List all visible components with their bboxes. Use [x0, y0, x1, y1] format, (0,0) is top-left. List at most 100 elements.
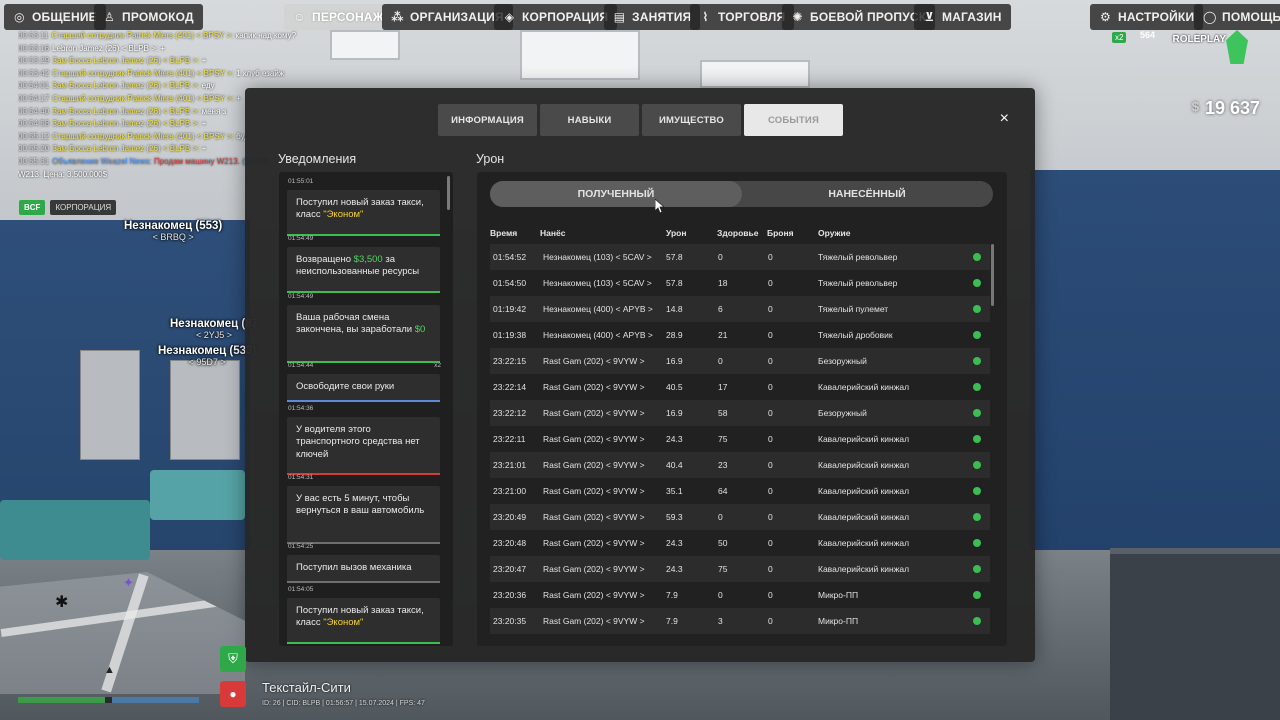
cell-attacker: Rast Gam (202) < 9VYW >	[543, 434, 645, 444]
cell-damage: 40.5	[666, 382, 683, 392]
tab-property[interactable]: ИМУЩЕСТВО	[642, 104, 741, 136]
damage-row[interactable]: 23:22:15 Rast Gam (202) < 9VYW > 16.9 0 0 Без…	[490, 348, 990, 374]
chat-text: Зам Босса Lebron Jamez (26) < BLPB >:	[52, 119, 202, 129]
status-dot-icon	[973, 565, 981, 573]
cell-damage: 16.9	[666, 356, 683, 366]
damage-row[interactable]: 23:20:47 Rast Gam (202) < 9VYW > 24.3 75 0 Ка…	[490, 556, 990, 582]
shield-icon: ⛨	[220, 646, 246, 672]
damage-type-toggle: ПОЛУЧЕННЫЙ НАНЕСЁННЫЙ	[490, 181, 993, 207]
ceiling-light	[700, 60, 810, 88]
cell-armor: 0	[768, 486, 773, 496]
damage-row[interactable]: 23:20:36 Rast Gam (202) < 9VYW > 7.9 0 0 Микр…	[490, 582, 990, 608]
notifications-list[interactable]: 01:55:01 Поступил новый заказ такси, клас…	[279, 172, 453, 646]
cell-attacker: Rast Gam (202) < 9VYW >	[543, 564, 645, 574]
chat-line: 00:53:29 Зам Босса Lebron Jamez (26) < BL…	[18, 55, 318, 68]
damage-row[interactable]: 23:22:14 Rast Gam (202) < 9VYW > 40.5 17 0 Ка…	[490, 374, 990, 400]
cell-time: 23:20:35	[493, 616, 527, 626]
help-icon: ◯	[1203, 10, 1217, 24]
cell-armor: 0	[768, 278, 773, 288]
cell-weapon: Кавалерийский кинжал	[818, 564, 910, 574]
chat-text: Зам Босса Lebron Jamez (26) < BLPB >:	[52, 144, 202, 154]
tab-information[interactable]: ИНФОРМАЦИЯ	[438, 104, 537, 136]
menu-settings-button[interactable]: ⚙ НАСТРОЙКИ	[1090, 4, 1204, 30]
gear-icon: ⚙	[1100, 10, 1111, 24]
damage-title: Урон	[476, 152, 505, 166]
chat-text: Объявление Weazel News:	[52, 156, 154, 166]
status-dot-icon	[973, 279, 981, 287]
tab-events[interactable]: СОБЫТИЯ	[744, 104, 843, 136]
chat-text: +	[236, 93, 241, 103]
chat-text: меня з	[201, 106, 227, 116]
damage-row[interactable]: 23:22:12 Rast Gam (202) < 9VYW > 16.9 58 0 Бе…	[490, 400, 990, 426]
dealt-damage-button[interactable]: НАНЕСЁННЫЙ	[828, 188, 906, 200]
cell-armor: 0	[768, 304, 773, 314]
cell-attacker: Rast Gam (202) < 9VYW >	[543, 590, 645, 600]
cell-attacker: Rast Gam (202) < 9VYW >	[543, 512, 645, 522]
column-damage: Урон	[666, 228, 687, 238]
cell-weapon: Микро-ПП	[818, 590, 859, 600]
status-dot-icon	[973, 617, 981, 625]
modal-tabs: ИНФОРМАЦИЯ НАВЫКИ ИМУЩЕСТВО СОБЫТИЯ	[438, 104, 843, 136]
chat-channel-tag[interactable]: BCF	[19, 200, 46, 215]
cell-damage: 14.8	[666, 304, 683, 314]
damage-row[interactable]: 23:20:35 Rast Gam (202) < 9VYW > 7.9 3 0 Микр…	[490, 608, 990, 634]
money-amount: 19 637	[1204, 98, 1260, 118]
damage-row[interactable]: 23:21:00 Rast Gam (202) < 9VYW > 35.1 64 0 Ка…	[490, 478, 990, 504]
chat-text: Продам машину W213.	[153, 156, 243, 166]
damage-row[interactable]: 23:22:11 Rast Gam (202) < 9VYW > 24.3 75 0 Ка…	[490, 426, 990, 452]
damage-row[interactable]: 01:54:50 Незнакомец (103) < 5CAV > 57.8 18 0…	[490, 270, 990, 296]
character-events-modal: ИНФОРМАЦИЯ НАВЫКИ ИМУЩЕСТВО СОБЫТИЯ × Ув…	[245, 88, 1035, 662]
damage-row[interactable]: 23:20:48 Rast Gam (202) < 9VYW > 24.3 50 0 Ка…	[490, 530, 990, 556]
damage-row[interactable]: 23:21:01 Rast Gam (202) < 9VYW > 40.4 23 0 Ка…	[490, 452, 990, 478]
operating-table	[1110, 548, 1280, 720]
menu-trade-button[interactable]: ⌇ ТОРГОВЛЯ	[690, 4, 795, 30]
damage-row[interactable]: 01:19:42 Незнакомец (400) < APYB > 14.8 6 0 Т…	[490, 296, 990, 322]
chat-time: 00:55:31	[18, 156, 50, 166]
menu-character-button[interactable]: ☺ ПЕРСОНАЖ	[284, 4, 393, 30]
menu-activities-button[interactable]: ▤ ЗАНЯТИЯ	[604, 4, 701, 30]
damage-row[interactable]: 01:19:38 Незнакомец (400) < APYB > 28.9 21 0…	[490, 322, 990, 348]
cell-health: 6	[718, 304, 723, 314]
menu-battlepass-button[interactable]: ✺ БОЕВОЙ ПРОПУСК	[782, 4, 936, 30]
cell-health: 58	[718, 408, 728, 418]
menu-chat-button[interactable]: ◎ ОБЩЕНИЕ	[4, 4, 106, 30]
cell-damage: 24.3	[666, 538, 683, 548]
notification-card: У вас есть 5 минут, чтобы вернуться в ва…	[287, 486, 440, 544]
chat-text: +	[201, 144, 207, 154]
damage-table[interactable]: 01:54:52 Незнакомец (103) < 5CAV > 57.8 0 0 Т…	[490, 244, 995, 634]
cell-weapon: Кавалерийский кинжал	[818, 434, 910, 444]
cell-health: 75	[718, 434, 728, 444]
menu-shop-button[interactable]: ⊻ МАГАЗИН	[914, 4, 1011, 30]
damage-row[interactable]: 01:54:52 Незнакомец (103) < 5CAV > 57.8 0 0 Т…	[490, 244, 990, 270]
damage-table-scrollbar[interactable]	[991, 244, 994, 306]
cell-armor: 0	[768, 252, 773, 262]
status-dot-icon	[973, 383, 981, 391]
chat-time: 00:54:58	[18, 119, 50, 129]
damage-row[interactable]: 23:20:49 Rast Gam (202) < 9VYW > 59.3 0 0 Кав…	[490, 504, 990, 530]
chat-channel-tag[interactable]: КОРПОРАЦИЯ	[50, 200, 117, 215]
chat-text: Старший сотрудник Patrick Miers (401) < …	[52, 93, 237, 103]
money-display: $19 637	[1192, 98, 1260, 119]
cell-weapon: Кавалерийский кинжал	[818, 460, 910, 470]
ceiling-light	[520, 30, 640, 80]
close-icon[interactable]: ×	[999, 110, 1009, 127]
tab-skills[interactable]: НАВЫКИ	[540, 104, 639, 136]
menu-promocode-button[interactable]: ♙ ПРОМОКОД	[94, 4, 203, 30]
cell-damage: 24.3	[666, 564, 683, 574]
cell-time: 23:22:11	[493, 434, 526, 444]
cell-damage: 57.8	[666, 278, 683, 288]
cell-attacker: Rast Gam (202) < 9VYW >	[543, 486, 645, 496]
chat-time: 00:54:40	[18, 106, 50, 116]
cell-health: 64	[718, 486, 728, 496]
chat-time: 00:53:42	[18, 68, 50, 78]
notifications-scrollbar[interactable]	[447, 176, 450, 210]
notification-card: Поступил вызов механика	[287, 555, 440, 583]
menu-help-button[interactable]: ◯ ПОМОЩЬ	[1194, 4, 1280, 30]
notification-time: 01:54:05	[288, 586, 314, 593]
received-damage-button[interactable]: ПОЛУЧЕННЫЙ	[490, 181, 742, 207]
player-nametag: Незнакомец (87 < 2YJ5 >	[170, 318, 259, 340]
cell-time: 01:54:52	[493, 252, 527, 262]
menu-organization-button[interactable]: ⁂ ОРГАНИЗАЦИЯ	[382, 4, 513, 30]
menu-corporation-button[interactable]: ◈ КОРПОРАЦИЯ	[494, 4, 618, 30]
cell-weapon: Тяжелый револьвер	[818, 278, 898, 288]
